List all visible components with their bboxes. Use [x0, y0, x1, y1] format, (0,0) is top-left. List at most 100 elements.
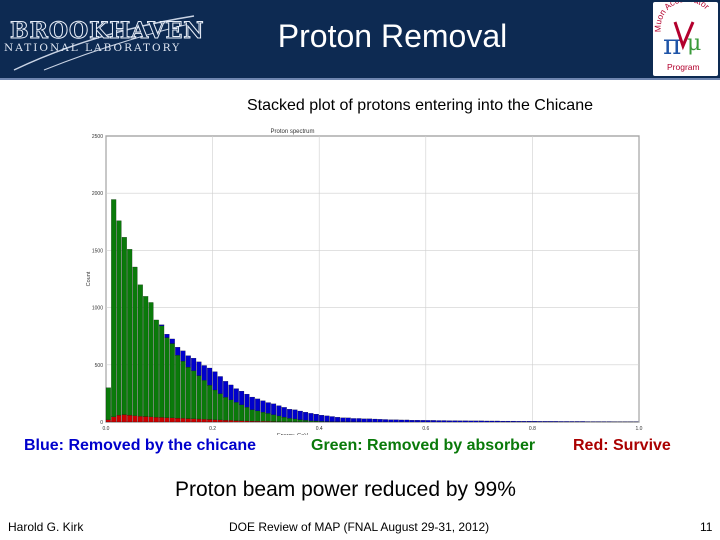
bar-blue [196, 361, 202, 376]
y-tick-label: 500 [95, 363, 104, 369]
bar-red [217, 419, 223, 423]
bar-blue [335, 417, 341, 422]
bar-blue [324, 415, 330, 422]
bar-green [276, 415, 282, 422]
bar-blue [351, 418, 357, 422]
bar-blue [383, 419, 388, 423]
bar-blue [553, 421, 559, 423]
bar-blue [431, 420, 436, 423]
bar-green [287, 418, 293, 422]
brookhaven-logo: BROOKHAVEN NATIONAL LABORATORY [4, 12, 204, 74]
bar-green [201, 380, 207, 420]
bar-blue [207, 367, 213, 386]
bar-green [255, 410, 261, 422]
bar-red [159, 417, 165, 423]
bar-blue [292, 409, 298, 420]
bar-red [153, 417, 159, 423]
bar-green [127, 249, 133, 416]
bar-blue [510, 420, 516, 423]
bar-blue [356, 418, 362, 422]
bar-blue [558, 421, 564, 423]
bar-blue [393, 419, 399, 423]
pi-symbol-icon: π [663, 28, 681, 61]
bar-blue [484, 420, 490, 423]
map-pi-mu-logo: Muon Accelerator π μ Program [653, 0, 718, 76]
bar-red [223, 420, 229, 423]
bar-red [180, 418, 186, 423]
bar-blue [319, 415, 325, 422]
bar-blue [516, 421, 522, 423]
bar-red [148, 416, 154, 423]
bar-blue [233, 388, 239, 403]
bar-red [127, 415, 133, 423]
bar-red [255, 421, 261, 423]
bar-green [153, 319, 159, 418]
y-tick-label: 1000 [92, 306, 103, 312]
bar-blue [281, 407, 287, 418]
map-logo-line1: Muon Accelerator [653, 0, 712, 32]
bar-red [185, 418, 191, 423]
y-tick-label: 2500 [92, 134, 103, 140]
bar-green [143, 296, 149, 417]
bar-red [143, 416, 149, 423]
y-tick-label: 0 [100, 420, 103, 426]
bar-blue [185, 355, 191, 368]
bar-green [239, 404, 245, 421]
bar-green [196, 375, 202, 420]
bar-green [132, 266, 138, 416]
bar-green [303, 420, 309, 422]
x-tick-label: 0.4 [316, 426, 323, 432]
bar-green [148, 302, 154, 417]
bar-blue [468, 420, 474, 423]
legend-blue: Blue: Removed by the chicane [24, 437, 257, 454]
bar-red [260, 421, 266, 423]
bar-red [249, 420, 255, 423]
bar-green [180, 361, 186, 419]
bar-blue [526, 421, 532, 423]
bar-green [223, 397, 229, 421]
map-logo-line2: Program [667, 62, 700, 72]
x-tick-label: 0.8 [529, 426, 536, 432]
bar-blue [420, 420, 426, 423]
summary-text: Proton beam power reduced by 99% [175, 478, 516, 501]
bar-blue [489, 420, 495, 423]
bar-green [281, 416, 287, 422]
logo-text-top: Muon Accelerator [653, 2, 712, 32]
bar-green [116, 220, 122, 416]
bar-blue [452, 420, 458, 423]
bar-green [164, 337, 170, 418]
bar-red [111, 416, 117, 423]
y-tick-label: 2000 [92, 191, 103, 197]
bar-blue [537, 421, 543, 423]
bar-blue [297, 410, 303, 420]
bar-blue [569, 421, 575, 423]
bar-red [121, 414, 127, 423]
bar-red [244, 420, 250, 423]
bar-green [271, 414, 277, 422]
bar-blue [574, 421, 580, 423]
footer-event: DOE Review of MAP (FNAL August 29-31, 20… [229, 520, 490, 534]
legend-red: Red: Survive [573, 437, 671, 454]
bar-green [137, 284, 143, 417]
x-tick-label: 1.0 [636, 426, 643, 432]
bar-green [297, 419, 303, 422]
bar-red [175, 418, 181, 423]
bar-green [111, 199, 117, 417]
bar-green [233, 402, 239, 421]
bar-blue [303, 412, 309, 421]
bar-green [292, 418, 298, 422]
proton-spectrum-chart: 0.0 0.2 0.4 0.6 0.8 1.0 0 500 1000 1500 2000 2500 Pr… [86, 129, 643, 435]
logo-line2: NATIONAL LABORATORY [4, 42, 182, 54]
bar-blue [223, 381, 229, 398]
bar-green [212, 389, 218, 420]
header-divider [0, 78, 720, 80]
bar-blue [361, 418, 367, 423]
bar-blue [345, 417, 351, 422]
bar-blue [276, 405, 282, 417]
bar-blue [169, 338, 175, 344]
logo-line1: BROOKHAVEN [10, 18, 205, 45]
mu-symbol-icon: μ [687, 31, 701, 56]
bar-red [207, 419, 213, 423]
bar-blue [313, 414, 319, 422]
bar-blue [180, 350, 186, 362]
